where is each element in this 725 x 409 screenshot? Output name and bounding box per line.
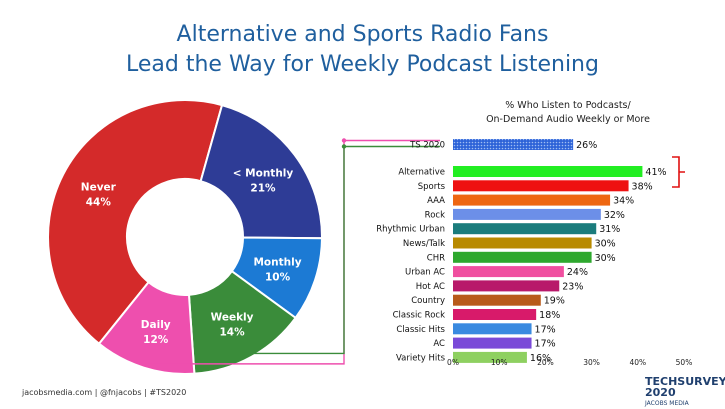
bar-value-label: 32%	[604, 210, 625, 221]
donut-slice-label: Daily	[141, 319, 171, 331]
footer-text: jacobsmedia.com | @fnjacobs | #TS2020	[22, 388, 187, 397]
bar-category-label: AC	[433, 339, 445, 349]
x-axis: 0% 10% 20% 30% 40% 50%	[447, 358, 692, 367]
donut-slice-value: 14%	[220, 326, 246, 338]
bar-value-label: 30%	[595, 239, 616, 250]
donut-slice-value: 21%	[250, 182, 276, 194]
bar-category-label: Variety Hits	[396, 353, 446, 363]
bar-category-label: Hot AC	[416, 282, 445, 292]
bar-value-label: 34%	[613, 196, 634, 207]
bar-chart-title: % Who Listen to Podcasts/	[505, 100, 631, 111]
donut-slice-weekly	[187, 269, 297, 375]
x-tick-label: 40%	[629, 358, 646, 367]
connector-weekly	[249, 145, 440, 355]
bar-value-label: 38%	[632, 181, 653, 192]
bar-classic-hits	[453, 323, 532, 335]
donut-slice-monthly	[199, 103, 323, 240]
donut-slice-value: 10%	[265, 272, 291, 284]
donut-slice-label: Monthly	[253, 257, 301, 269]
bar-value-label: 23%	[562, 281, 583, 292]
donut-slice-label: Never	[81, 181, 117, 193]
bar-category-label: AAA	[427, 196, 445, 206]
logo-name: TECHSURVEY 2020	[645, 375, 725, 399]
chart-title-line-1: Alternative and Sports Radio Fans	[176, 22, 549, 47]
techsurvey-logo: TECHSURVEY 2020 JACOBS MEDIA	[645, 376, 725, 409]
donut-slices	[47, 99, 324, 375]
donut-slice-daily	[97, 280, 196, 375]
bar-value-label: 26%	[576, 140, 597, 151]
bar-rhythmic-urban	[453, 223, 597, 235]
x-tick-label: 30%	[583, 358, 600, 367]
bar-aaa	[453, 194, 611, 206]
donut-slice-value: 44%	[86, 196, 112, 208]
bar-category-label: News/Talk	[403, 239, 445, 249]
bar-chr	[453, 251, 592, 263]
donut-slice-label: < Monthly	[233, 167, 294, 179]
bar-category-label: CHR	[427, 253, 445, 263]
bar-category-label: Rhythmic Urban	[376, 225, 445, 235]
bar-news-talk	[453, 237, 592, 249]
bar-category-label: Country	[411, 296, 445, 306]
donut-labels: Never 44% < Monthly 21% Monthly 10% Weekly 14% D…	[81, 167, 302, 346]
logo-sub: JACOBS MEDIA	[645, 400, 689, 407]
bar-category-label: Sports	[418, 182, 446, 192]
chart-title-line-2: Lead the Way for Weekly Podcast Listenin…	[126, 52, 599, 77]
donut-slice-never	[47, 99, 224, 346]
bar-alternative	[453, 166, 643, 177]
x-tick-label: 10%	[491, 358, 508, 367]
bar-country	[453, 294, 541, 306]
connector-dot	[341, 138, 347, 143]
x-tick-label: 20%	[537, 358, 554, 367]
bar-rows: TS 2020 26% Alternative 41% Sports 38% AAA 34% R…	[376, 139, 667, 364]
bar-value-label: 30%	[595, 253, 616, 264]
bar-urban-ac	[453, 266, 564, 278]
bar-hot-ac	[453, 280, 560, 292]
highlight-bracket	[672, 156, 685, 188]
x-tick-label: 0%	[447, 358, 459, 367]
bar-value-label: 17%	[535, 324, 556, 335]
bar-category-label: Classic Hits	[396, 325, 445, 335]
bar-chart-title: On-Demand Audio Weekly or More	[486, 114, 650, 125]
bar-value-label: 24%	[567, 267, 588, 278]
bar-category-label: Alternative	[398, 168, 445, 178]
connector-dot	[341, 144, 347, 149]
bar-classic-rock	[453, 309, 537, 320]
bar-value-label: 19%	[544, 296, 565, 307]
bar-category-label: Urban AC	[405, 268, 445, 278]
bar-category-label: Rock	[425, 210, 445, 220]
bar-value-label: 18%	[539, 310, 560, 321]
bar-value-label: 31%	[599, 224, 620, 235]
bar-variety-hits	[453, 351, 527, 363]
bar-value-label: 41%	[645, 167, 666, 178]
bar-value-label: 16%	[530, 353, 551, 364]
donut-slice-label: Weekly	[211, 311, 254, 323]
bar-sports	[453, 180, 629, 192]
bar-category-label: TS 2020	[409, 141, 445, 151]
x-tick-label: 50%	[676, 358, 693, 367]
bar-ts-2020	[453, 139, 574, 150]
bar-value-label: 17%	[535, 339, 556, 350]
bar-category-label: Classic Rock	[393, 311, 445, 321]
connector-lines	[145, 138, 440, 365]
donut-slice-value: 12%	[143, 334, 169, 346]
bar-rock	[453, 208, 601, 220]
bar-ac	[453, 337, 532, 349]
